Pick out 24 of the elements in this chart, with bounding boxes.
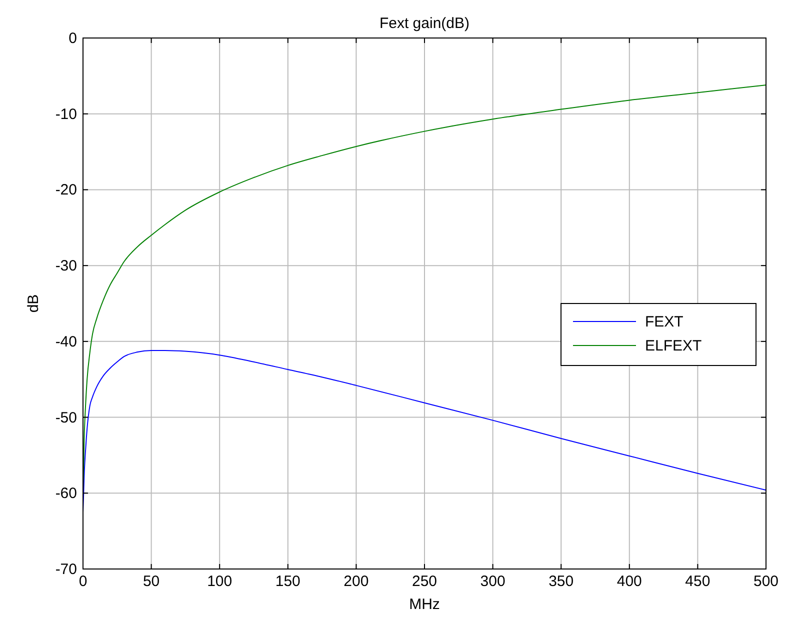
y-tick-label: -40 — [55, 333, 77, 350]
x-tick-label: 50 — [142, 573, 160, 590]
y-tick-label: -10 — [55, 106, 77, 123]
y-tick-label: -70 — [55, 561, 77, 578]
x-tick-label: 100 — [207, 573, 232, 590]
legend-label: FEXT — [645, 314, 684, 330]
y-axis-title: dB — [25, 294, 42, 313]
x-tick-label: 150 — [275, 573, 300, 590]
x-tick-label: 400 — [616, 573, 642, 590]
x-tick-label: 350 — [548, 573, 574, 590]
y-tick-label: 0 — [68, 30, 77, 47]
legend-label: ELFEXT — [645, 338, 702, 354]
y-tick-label: -60 — [55, 485, 77, 502]
x-tick-label: 0 — [78, 573, 88, 590]
x-tick-label: 450 — [685, 573, 710, 590]
x-axis-title: MHz — [409, 596, 440, 613]
x-tick-label: 500 — [753, 573, 779, 590]
y-tick-label: -20 — [55, 182, 77, 199]
y-tick-label: -50 — [55, 409, 77, 426]
x-tick-label: 300 — [480, 573, 506, 590]
y-tick-label: -30 — [55, 258, 77, 275]
x-tick-label: 200 — [344, 573, 369, 590]
x-tick-label: 250 — [412, 573, 438, 590]
chart-title: Fext gain(dB) — [379, 15, 470, 32]
